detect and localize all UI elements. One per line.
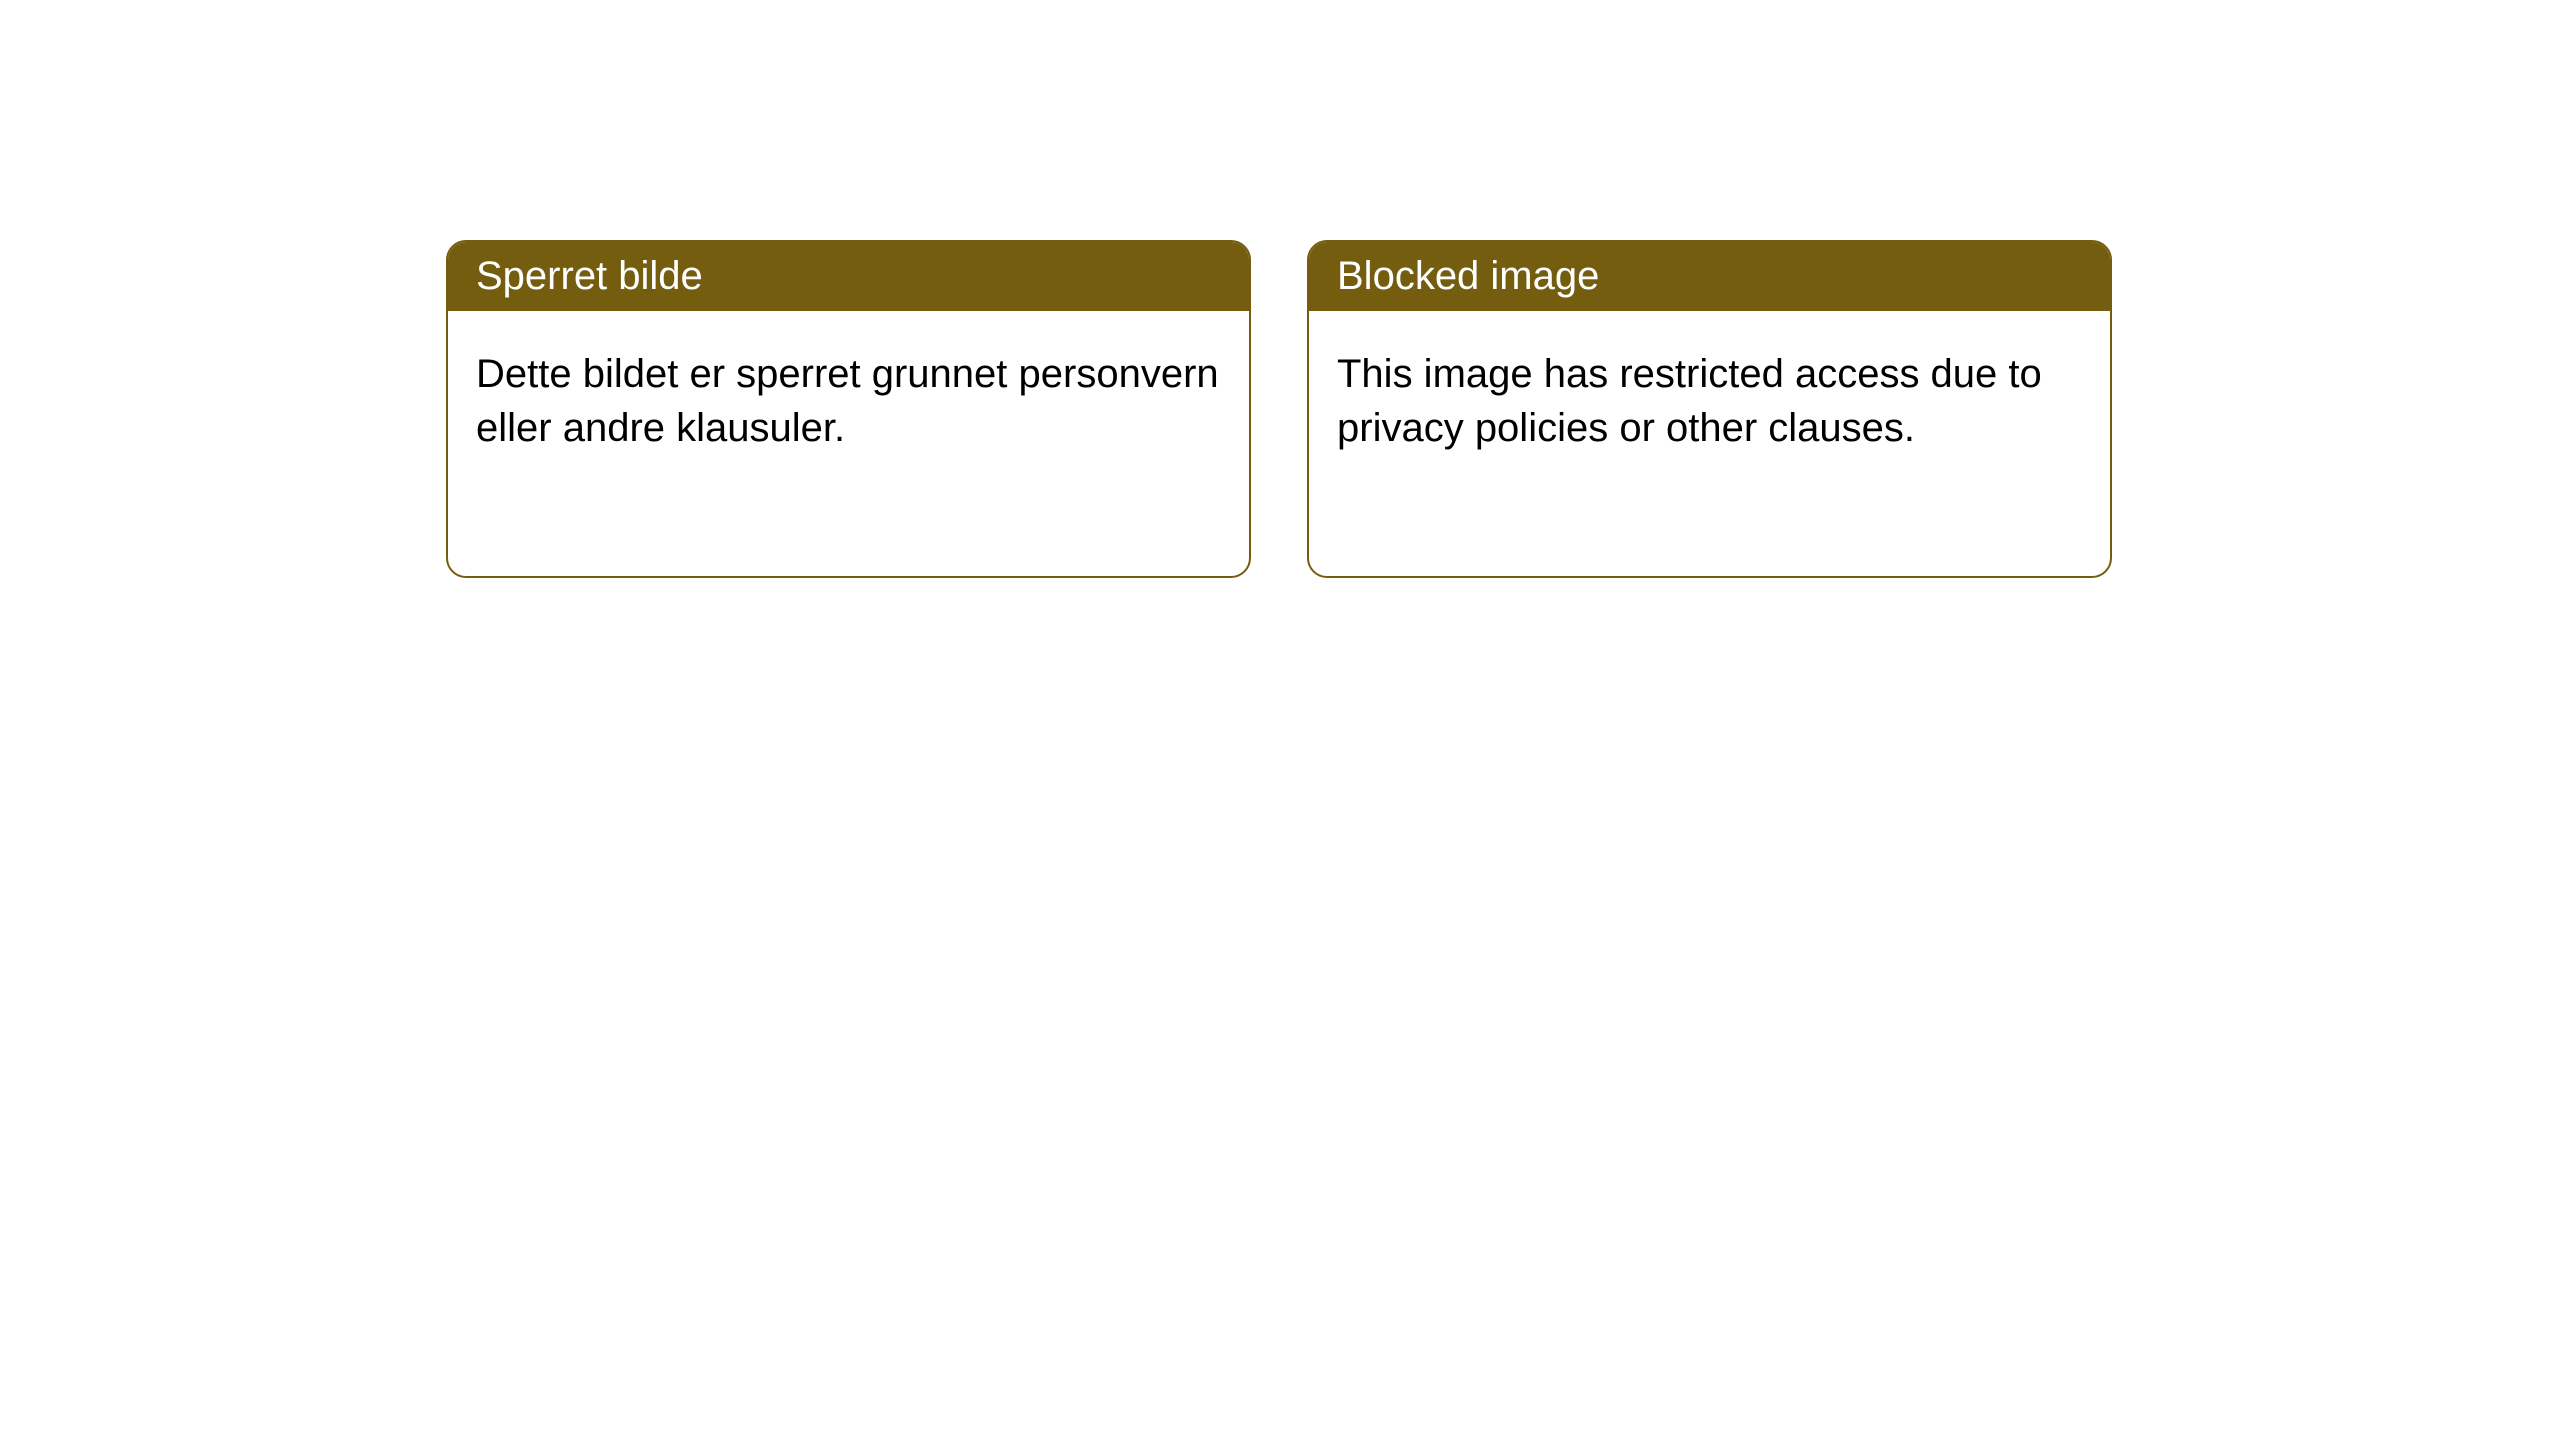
notice-body: Dette bildet er sperret grunnet personve… [448,311,1249,491]
notice-card-norwegian: Sperret bilde Dette bildet er sperret gr… [446,240,1251,578]
notice-body: This image has restricted access due to … [1309,311,2110,491]
notice-card-english: Blocked image This image has restricted … [1307,240,2112,578]
notice-title: Sperret bilde [448,242,1249,311]
notice-title: Blocked image [1309,242,2110,311]
notice-container: Sperret bilde Dette bildet er sperret gr… [0,0,2560,578]
